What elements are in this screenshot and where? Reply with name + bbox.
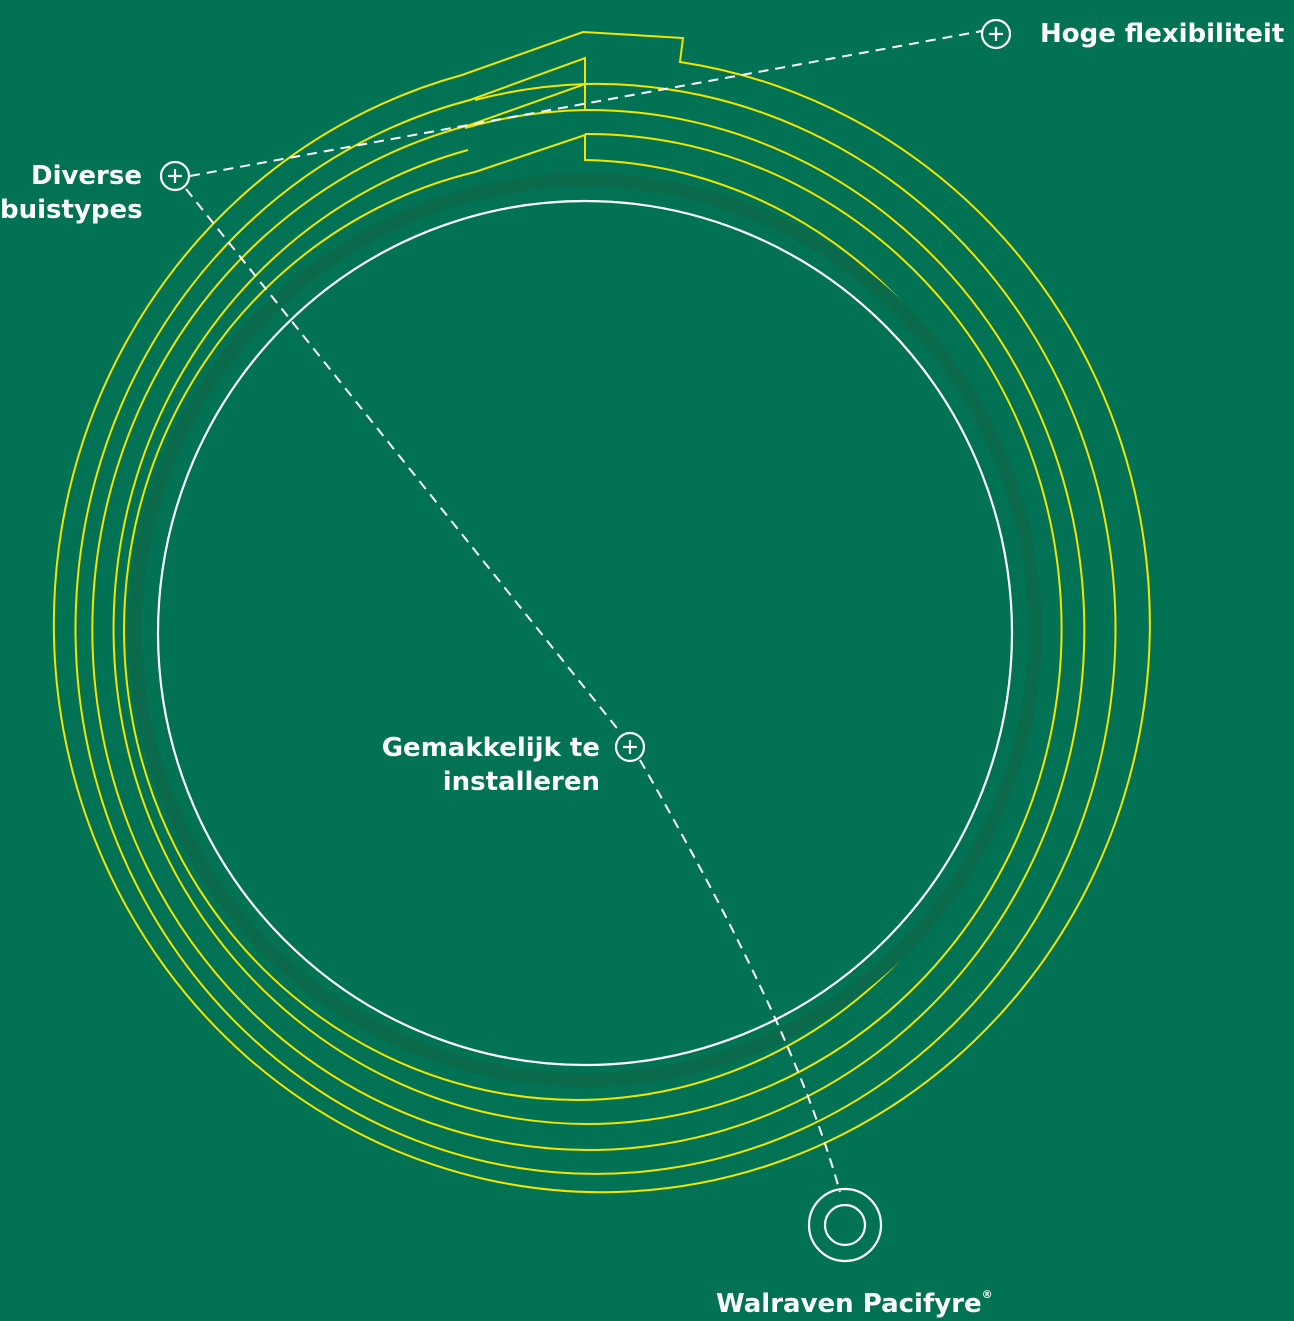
plus-circle-icon[interactable] [614, 731, 646, 763]
coil-core [156, 199, 1014, 1067]
label-line: Diverse [30, 161, 142, 191]
coil-winding-7 [464, 109, 586, 129]
coil-winding-5 [52, 30, 1151, 1194]
hotspot-label-hoge-flexibiliteit: Hoge flexibiliteit [1040, 19, 1285, 49]
coil-core-band [128, 173, 1042, 1087]
leader-diverse-buistypes [185, 188, 621, 733]
hotspot-label-gemakkelijk-installeren: Gemakkelijk te installeren [380, 731, 600, 799]
coil-winding-3 [74, 56, 1117, 1175]
leader-hoge-flexibiliteit [189, 30, 983, 177]
plus-circle-icon[interactable] [159, 160, 191, 192]
coil-winding-4 [112, 132, 1063, 1125]
registered-mark: ® [981, 1288, 993, 1301]
product-label: Walraven Pacifyre® [716, 1278, 993, 1321]
label-line: Gemakkelijk te [381, 733, 600, 763]
hotspot-label-diverse-buistypes: Diverse buistypes [0, 159, 143, 227]
product-name: Walraven Pacifyre [716, 1289, 982, 1319]
label-line: installeren [442, 767, 600, 797]
plus-circle-icon[interactable] [980, 18, 1012, 50]
target-circle-icon[interactable] [807, 1187, 883, 1263]
coil-winding-2 [91, 82, 1086, 1151]
pipe-coil [52, 30, 1151, 1194]
leader-gemakkelijk [639, 759, 841, 1193]
leader-lines [185, 30, 983, 1193]
label-line: buistypes [0, 195, 143, 225]
coil-winding-6 [474, 83, 586, 101]
